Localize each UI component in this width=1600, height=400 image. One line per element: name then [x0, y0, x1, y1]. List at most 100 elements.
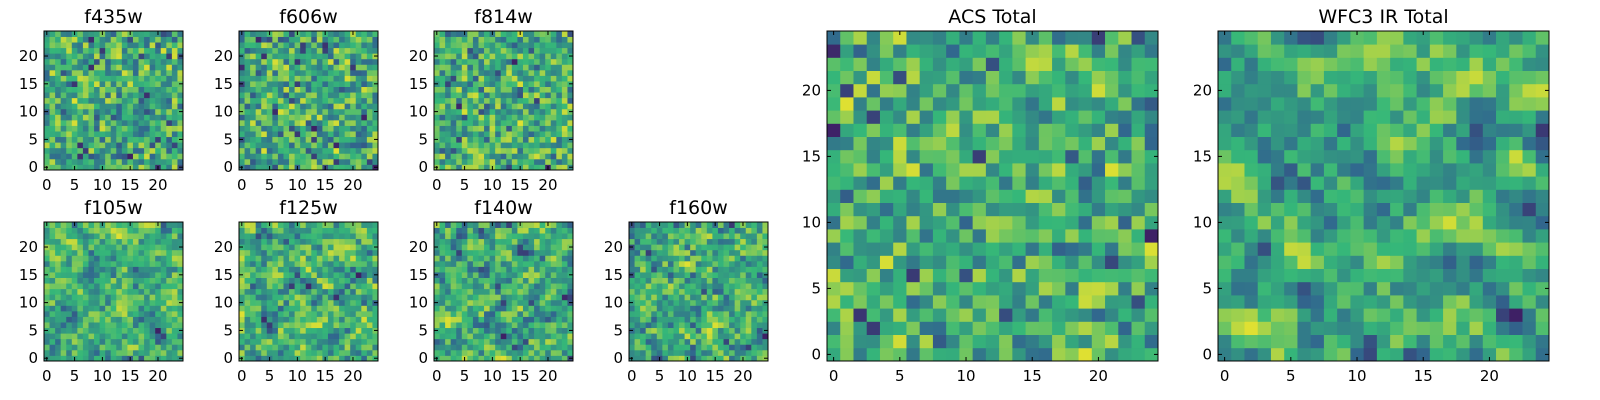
heatmap-cell	[333, 333, 340, 340]
heatmap-cell	[972, 215, 987, 230]
heatmap-cell	[250, 64, 257, 71]
heatmap-cell	[717, 299, 724, 306]
heatmap-cell	[439, 75, 446, 82]
heatmap-cell	[667, 222, 674, 228]
heatmap-cell	[77, 142, 84, 149]
heatmap-cell	[640, 316, 647, 323]
heatmap-cell	[734, 349, 741, 356]
heatmap-cell	[853, 242, 868, 256]
heatmap-cell	[539, 294, 546, 301]
heatmap-cell	[166, 299, 173, 306]
heatmap-cell	[489, 142, 496, 149]
x-tick-label: 0	[42, 176, 52, 194]
heatmap-cell	[88, 47, 95, 54]
heatmap-cell	[121, 119, 128, 126]
heatmap-cell	[350, 266, 357, 273]
heatmap-cell	[662, 283, 669, 290]
heatmap-cell	[495, 322, 502, 329]
heatmap-cell	[99, 310, 106, 317]
heatmap-cell	[105, 147, 112, 154]
heatmap-cell	[539, 114, 546, 121]
heatmap-cell	[60, 114, 67, 121]
heatmap-cell	[350, 322, 357, 329]
heatmap-cell	[160, 299, 167, 306]
heatmap-cell	[478, 69, 485, 76]
heatmap-cell	[450, 164, 457, 171]
heatmap-cell	[1105, 268, 1119, 283]
heatmap-cell	[71, 266, 78, 273]
heatmap-cell	[149, 69, 156, 76]
heatmap-cell	[333, 327, 340, 334]
heatmap-cell	[450, 283, 457, 290]
heatmap-cell	[478, 244, 485, 251]
heatmap-cell	[171, 277, 178, 284]
heatmap-cell	[250, 97, 257, 104]
heatmap-cell	[355, 114, 362, 121]
heatmap-cell	[706, 299, 713, 306]
heatmap-cell	[127, 344, 134, 351]
heatmap-cell	[489, 153, 496, 160]
heatmap-cell	[116, 31, 123, 37]
heatmap-cell	[350, 158, 357, 165]
heatmap-cell	[105, 119, 112, 126]
heatmap-cell	[506, 147, 513, 154]
heatmap-cell	[745, 288, 752, 295]
heatmap-cell	[500, 260, 507, 267]
heatmap-cell	[556, 233, 563, 240]
heatmap-cell	[853, 295, 868, 309]
heatmap-cell	[266, 305, 273, 312]
heatmap-cell	[177, 31, 184, 37]
heatmap-cell	[160, 277, 167, 284]
heatmap-cell	[366, 64, 373, 71]
heatmap-cell	[49, 283, 56, 290]
heatmap-cell	[333, 277, 340, 284]
heatmap-cell	[355, 299, 362, 306]
heatmap-cell	[456, 153, 463, 160]
heatmap-cell	[316, 255, 323, 262]
heatmap-cell	[71, 294, 78, 301]
heatmap-cell	[522, 349, 529, 356]
heatmap-cell	[684, 344, 691, 351]
heatmap-cell	[355, 64, 362, 71]
heatmap-cell	[322, 42, 329, 49]
heatmap-cell	[127, 103, 134, 110]
heatmap-cell	[461, 92, 468, 99]
heatmap-cell	[239, 316, 245, 323]
heatmap-cell	[277, 310, 284, 317]
heatmap-cell	[467, 97, 474, 104]
heatmap-cell	[439, 86, 446, 93]
heatmap-cell	[561, 158, 568, 165]
heatmap-cell	[461, 75, 468, 82]
heatmap-cell	[166, 119, 173, 126]
heatmap-cell	[127, 114, 134, 121]
heatmap-cell	[1038, 268, 1053, 283]
heatmap-cell	[461, 238, 468, 245]
heatmap-cell	[561, 119, 568, 126]
heatmap-cell	[82, 47, 89, 54]
heatmap-cell	[495, 92, 502, 99]
heatmap-cell	[132, 75, 139, 82]
heatmap-cell	[239, 249, 245, 256]
heatmap-cell	[149, 305, 156, 312]
heatmap-cell	[344, 322, 351, 329]
heatmap-cell	[171, 294, 178, 301]
heatmap-cell	[283, 355, 290, 362]
heatmap-cell	[478, 316, 485, 323]
heatmap-cell	[350, 310, 357, 317]
heatmap-cell	[71, 305, 78, 312]
heatmap-cell	[550, 47, 557, 54]
heatmap-cell	[456, 238, 463, 245]
heatmap-cell	[756, 299, 763, 306]
heatmap-cell	[132, 227, 139, 234]
heatmap-cell	[434, 153, 440, 160]
heatmap-cell	[959, 321, 974, 335]
heatmap-cell	[679, 244, 685, 251]
heatmap-cell	[60, 47, 67, 54]
heatmap-cell	[366, 147, 373, 154]
heatmap-cell	[289, 114, 295, 121]
heatmap-cell	[44, 249, 50, 256]
heatmap-cell	[82, 131, 89, 138]
heatmap-cell	[94, 136, 100, 143]
heatmap-cell	[484, 119, 490, 126]
